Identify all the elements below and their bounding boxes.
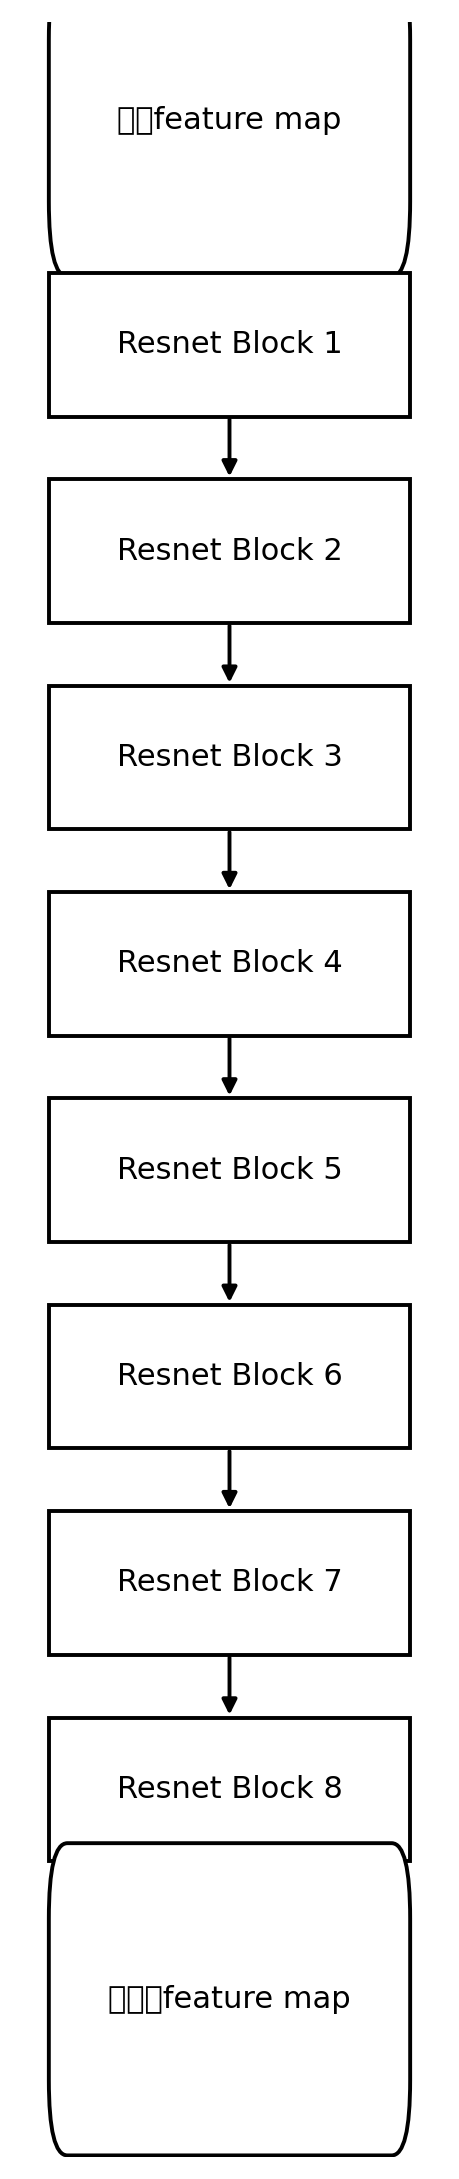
Text: 源域feature map: 源域feature map bbox=[118, 107, 341, 135]
Text: Resnet Block 8: Resnet Block 8 bbox=[117, 1776, 342, 1804]
FancyBboxPatch shape bbox=[49, 1098, 410, 1242]
FancyBboxPatch shape bbox=[49, 891, 410, 1035]
FancyBboxPatch shape bbox=[49, 1512, 410, 1654]
Text: Resnet Block 5: Resnet Block 5 bbox=[117, 1155, 342, 1185]
Text: Resnet Block 4: Resnet Block 4 bbox=[117, 950, 342, 978]
FancyBboxPatch shape bbox=[49, 1843, 410, 2155]
FancyBboxPatch shape bbox=[49, 1305, 410, 1449]
Text: Resnet Block 6: Resnet Block 6 bbox=[117, 1362, 342, 1390]
Text: Resnet Block 1: Resnet Block 1 bbox=[117, 331, 342, 360]
FancyBboxPatch shape bbox=[49, 272, 410, 416]
Text: Resnet Block 7: Resnet Block 7 bbox=[117, 1569, 342, 1597]
Text: 目标域feature map: 目标域feature map bbox=[108, 1985, 351, 2013]
FancyBboxPatch shape bbox=[49, 0, 410, 277]
FancyBboxPatch shape bbox=[49, 686, 410, 830]
FancyBboxPatch shape bbox=[49, 1717, 410, 1861]
Text: Resnet Block 3: Resnet Block 3 bbox=[117, 743, 342, 771]
FancyBboxPatch shape bbox=[49, 479, 410, 623]
Text: Resnet Block 2: Resnet Block 2 bbox=[117, 536, 342, 567]
